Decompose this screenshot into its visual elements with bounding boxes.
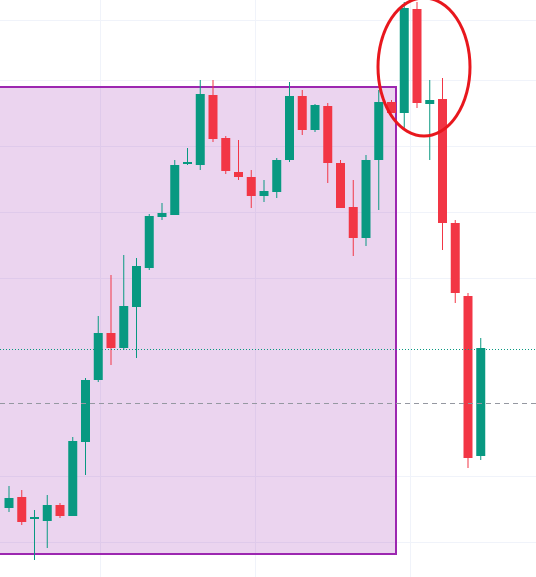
- candle-body: [361, 160, 371, 238]
- candle-body: [157, 213, 167, 217]
- candle-body: [246, 177, 256, 196]
- candle-body: [348, 207, 358, 238]
- candle-body: [476, 348, 486, 456]
- candle-body: [234, 172, 243, 177]
- candle-body: [4, 498, 14, 508]
- candle-body: [285, 96, 294, 160]
- candle-body: [183, 162, 192, 164]
- candle-body: [323, 106, 333, 163]
- candle-body: [81, 380, 90, 442]
- candle-body: [259, 191, 269, 196]
- candle-body: [374, 102, 384, 160]
- candle-body: [463, 296, 473, 458]
- candle-body: [450, 223, 460, 293]
- candle-body: [68, 441, 78, 516]
- candle-body: [208, 95, 218, 139]
- candle-body: [30, 517, 39, 519]
- candle-body: [17, 497, 27, 522]
- candle-body: [93, 333, 103, 380]
- candle-body: [144, 216, 154, 268]
- candle-body: [170, 165, 180, 215]
- candle-body: [310, 105, 320, 130]
- candle-body: [272, 160, 282, 192]
- candle-body: [42, 505, 52, 521]
- candle-body: [297, 96, 307, 130]
- candle-body: [399, 8, 409, 113]
- candle-body: [221, 138, 231, 171]
- candles: [4, 2, 486, 560]
- candle-body: [55, 505, 65, 516]
- candle-body: [336, 163, 345, 208]
- candle-body: [119, 306, 129, 348]
- candle-body: [195, 94, 205, 165]
- candle-body: [106, 333, 116, 348]
- candle-body: [438, 99, 447, 223]
- candle-body: [132, 266, 141, 307]
- candle-body: [387, 102, 396, 113]
- candle-body: [412, 9, 422, 103]
- candle-body: [425, 100, 435, 104]
- highlight-ellipse: [376, 0, 472, 138]
